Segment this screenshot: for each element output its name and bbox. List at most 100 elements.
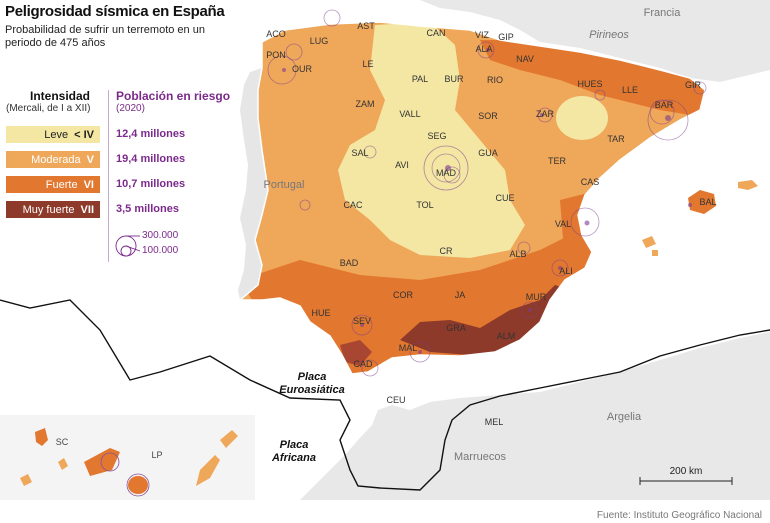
province-label-tar: TAR <box>607 134 625 144</box>
legend-swatch-muy-fuerte: Muy fuerte VII <box>6 201 100 218</box>
legend-level-roman: V <box>86 153 94 166</box>
province-label-gra: GRA <box>446 323 466 333</box>
province-label-val: VAL <box>555 219 571 229</box>
legend-level-roman: VI <box>83 178 94 191</box>
canary-islands-inset <box>0 415 255 500</box>
legend-circle-large-label: 300.000 <box>142 230 179 241</box>
plate-african-line2: Africana <box>271 452 316 464</box>
province-label-ast: AST <box>357 21 375 31</box>
province-label-zar: ZAR <box>536 109 555 119</box>
province-label-viz: VIZ <box>475 30 490 40</box>
province-label-bal: BAL <box>699 197 716 207</box>
plate-eurasian-line1: Placa <box>298 371 327 383</box>
province-label-hue: HUE <box>311 308 330 318</box>
province-label-sal: SAL <box>351 148 368 158</box>
province-label-lug: LUG <box>310 36 329 46</box>
province-label-cac: CAC <box>343 200 363 210</box>
province-label-aco: ACO <box>266 29 286 39</box>
province-label-rio: RIO <box>487 75 503 85</box>
legend-population-fuerte: 10,7 millones <box>116 178 186 190</box>
province-label-can: CAN <box>426 28 445 38</box>
legend-population-moderada: 19,4 millones <box>116 153 186 165</box>
province-label-ja: JA <box>455 290 466 300</box>
plate-boundary-line <box>0 299 770 491</box>
province-label-tol: TOL <box>416 200 433 210</box>
province-label-ala: ALA <box>475 44 492 54</box>
legend-population-leve: 12,4 millones <box>116 128 186 140</box>
province-label-gip: GIP <box>498 32 514 42</box>
province-label-sev: SEV <box>353 316 371 326</box>
scale-label: 200 km <box>670 466 703 477</box>
country-label-marruecos: Marruecos <box>454 451 506 463</box>
province-label-cr: CR <box>440 246 453 256</box>
legend-level-prefix: < <box>74 128 84 141</box>
legend-divider <box>108 90 109 262</box>
legend-level-roman: IV <box>83 128 94 141</box>
province-label-lle: LLE <box>622 85 638 95</box>
mountains-label: Pirineos <box>589 29 629 41</box>
province-label-ceu: CEU <box>386 395 405 405</box>
province-label-mel: MEL <box>485 417 504 427</box>
population-circles <box>267 9 707 377</box>
legend-level-name: Moderada <box>31 153 81 166</box>
legend-level-name: Leve <box>44 128 69 141</box>
balearic-islands <box>642 180 758 256</box>
province-label-hues: HUES <box>577 79 602 89</box>
map-subtitle: Probabilidad de sufrir un terremoto en u… <box>5 24 205 49</box>
country-label-portugal: Portugal <box>264 179 305 191</box>
island-label-sc: SC <box>56 437 69 447</box>
legend-population-muy-fuerte: 3,5 millones <box>116 203 179 215</box>
legend-swatch-moderada: Moderada V <box>6 151 100 168</box>
province-label-mal: MAL <box>399 343 418 353</box>
province-label-mad: MAD <box>436 168 457 178</box>
legend-intensity-title: Intensidad <box>30 89 91 103</box>
legend-swatch-leve: Leve < IV <box>6 126 100 143</box>
country-label-argelia: Argelia <box>607 411 642 423</box>
legend-level-roman: VII <box>80 203 94 216</box>
legend-population-subtitle: (2020) <box>116 103 145 114</box>
province-label-our: OUR <box>292 64 313 74</box>
province-label-mur: MUR <box>526 292 547 302</box>
province-label-gua: GUA <box>478 148 498 158</box>
island-label-lp: LP <box>151 450 162 460</box>
province-label-ali: ALI <box>559 266 573 276</box>
plate-eurasian-line2: Euroasiática <box>279 384 344 396</box>
province-label-pal: PAL <box>412 74 428 84</box>
legend-population-title: Población en riesgo <box>116 89 231 103</box>
province-label-pon: PON <box>266 50 286 60</box>
province-label-alb: ALB <box>509 249 526 259</box>
province-label-le: LE <box>362 59 373 69</box>
province-label-gir: GIR <box>685 80 702 90</box>
province-label-cor: COR <box>393 290 414 300</box>
legend-intensity-subtitle: (Mercali, de I a XII) <box>6 103 91 114</box>
province-label-cad: CAD <box>353 359 373 369</box>
province-label-nav: NAV <box>516 54 534 64</box>
province-label-bur: BUR <box>444 74 464 84</box>
province-label-ter: TER <box>548 156 567 166</box>
province-label-bar: BAR <box>655 100 674 110</box>
legend-circles <box>115 235 141 257</box>
source-note: Fuente: Instituto Geográfico Nacional <box>596 510 762 521</box>
population-dots <box>282 48 692 354</box>
legend-level-name: Muy fuerte <box>22 203 75 216</box>
province-label-cas: CAS <box>581 177 600 187</box>
map-title: Peligrosidad sísmica en España <box>5 3 225 20</box>
province-labels: ACO LUG AST CAN VIZ GIP ALA NAV PON OUR LE PAL BUR RI… <box>266 21 716 427</box>
france-landmass <box>420 0 770 82</box>
scale-bar: 200 km <box>639 466 733 485</box>
portugal-landmass <box>238 68 268 300</box>
legend-level-name: Fuerte <box>45 178 78 191</box>
province-label-alm: ALM <box>497 331 516 341</box>
province-label-avi: AVI <box>395 160 409 170</box>
legend-swatch-fuerte: Fuerte VI <box>6 176 100 193</box>
province-label-zam: ZAM <box>356 99 375 109</box>
province-label-sor: SOR <box>478 111 498 121</box>
province-label-vall: VALL <box>399 109 420 119</box>
province-label-cue: CUE <box>495 193 514 203</box>
africa-landmass <box>300 332 770 500</box>
legend-circle-small-label: 100.000 <box>142 245 179 256</box>
country-label-france: Francia <box>644 7 682 19</box>
province-label-bad: BAD <box>340 258 359 268</box>
